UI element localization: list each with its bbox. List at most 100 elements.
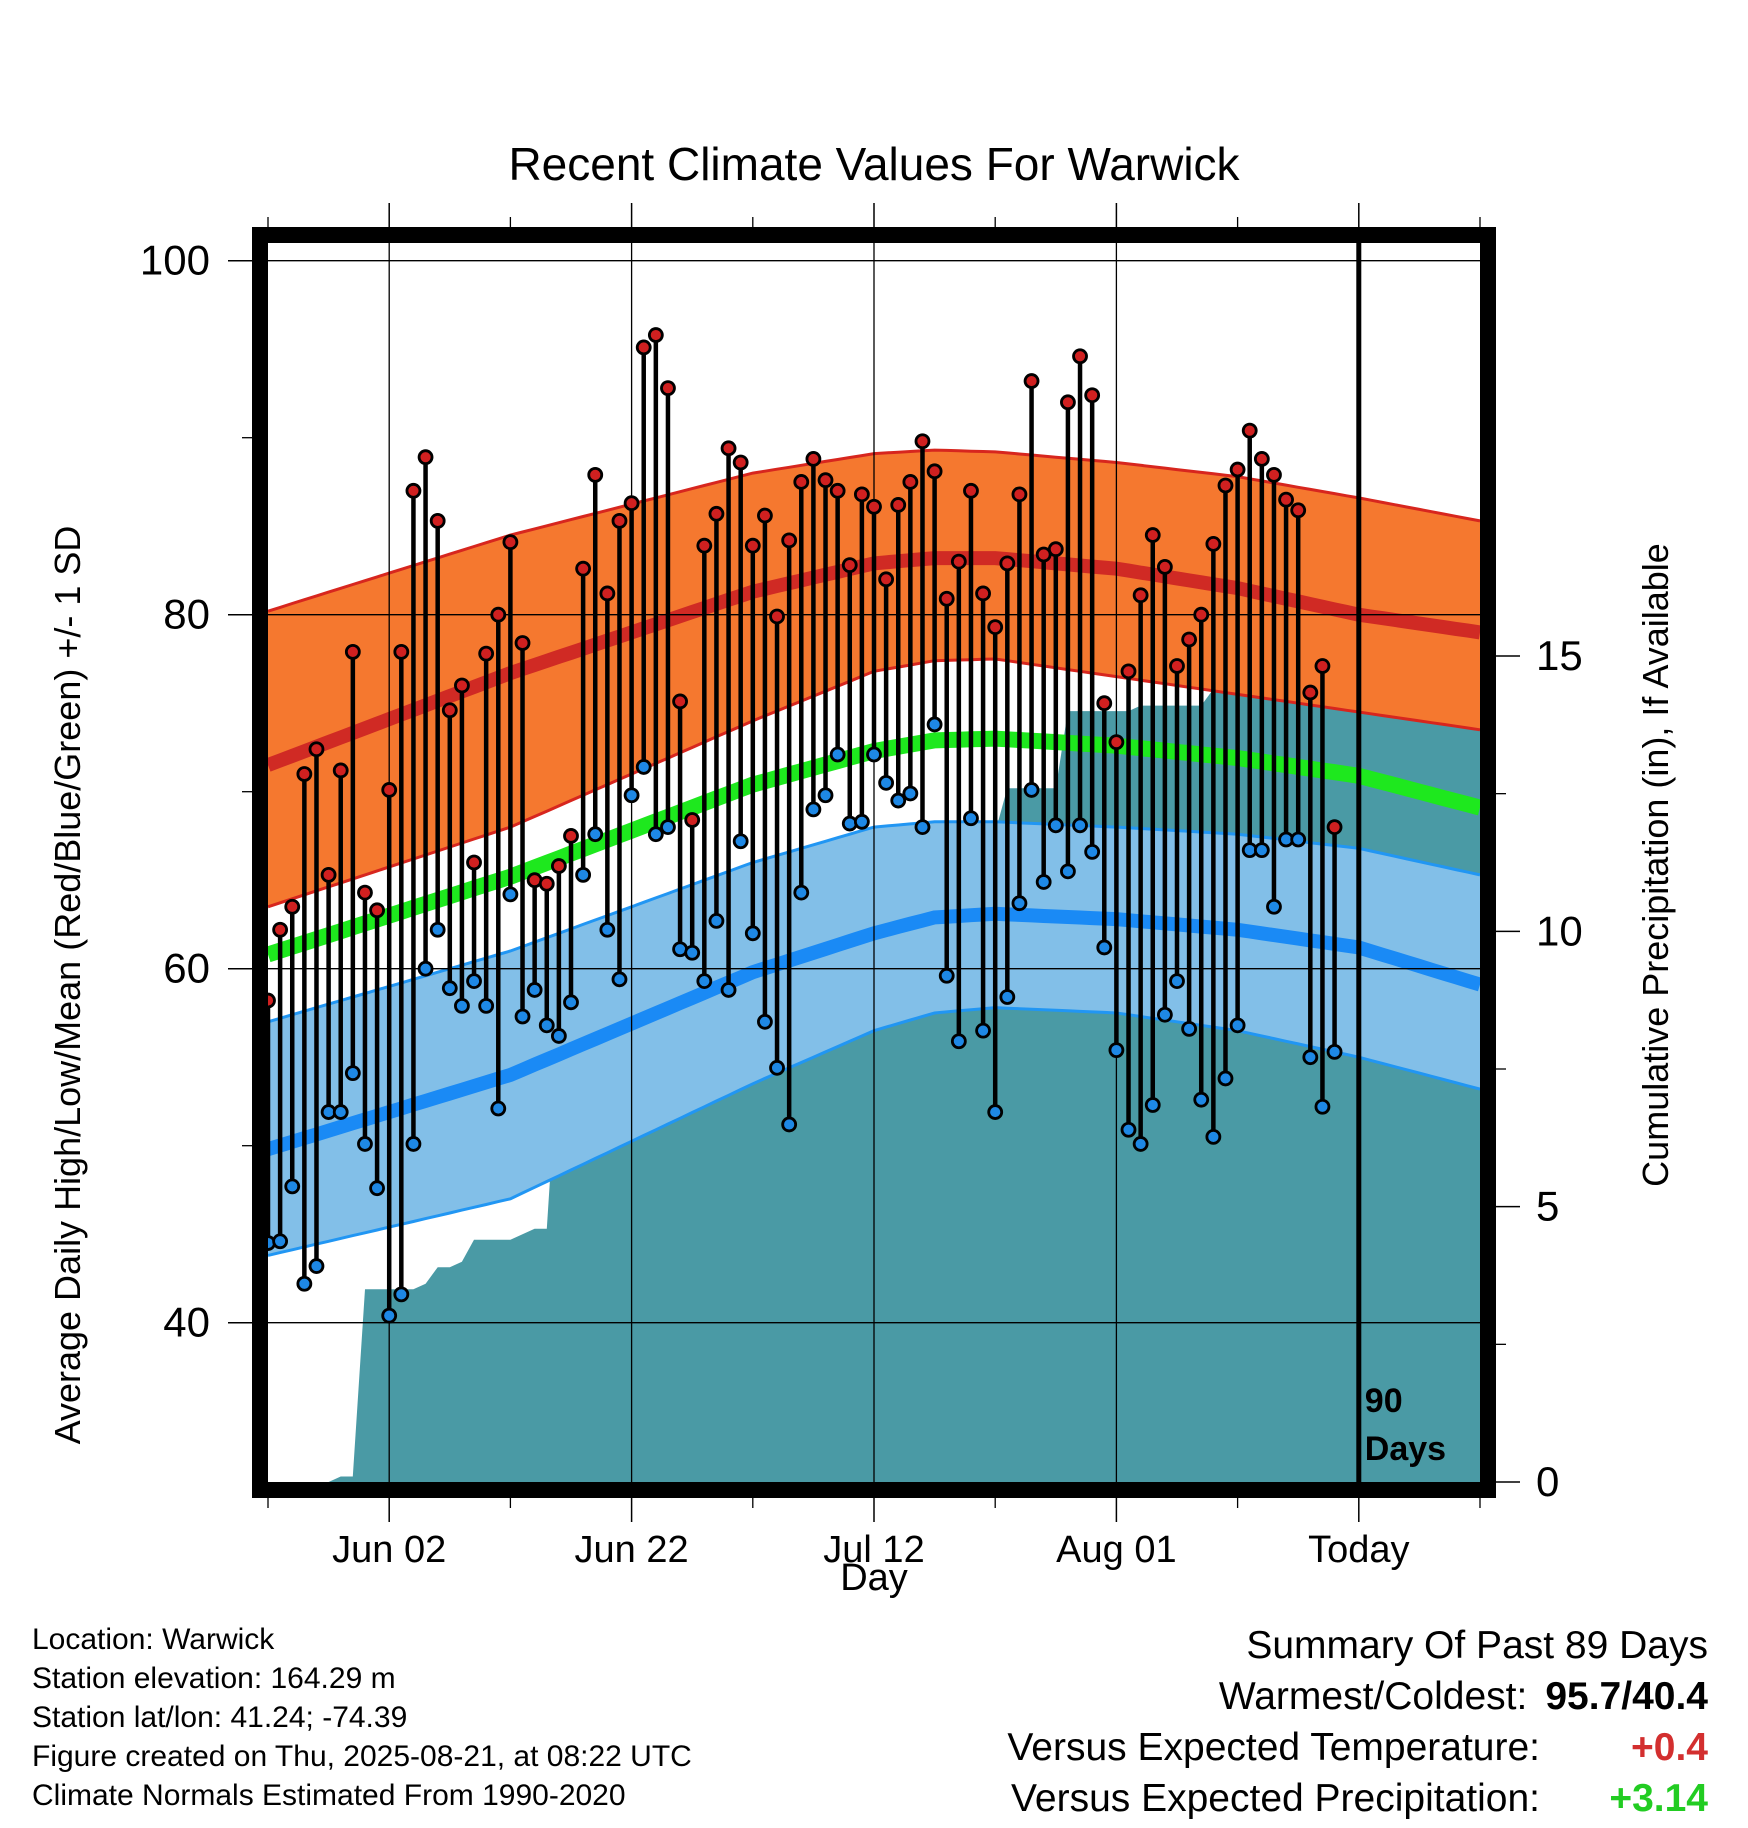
high-point xyxy=(1060,394,1076,411)
low-point xyxy=(1072,817,1088,834)
low-point xyxy=(732,833,749,850)
high-point xyxy=(587,466,604,483)
high-point xyxy=(829,482,846,499)
high-point xyxy=(890,497,907,513)
high-point xyxy=(1169,658,1185,674)
temp-label: Versus Expected Temperature: xyxy=(1007,1726,1540,1769)
x-tick-label: Jul 12 xyxy=(823,1529,924,1571)
y-tick-label: 60 xyxy=(163,945,210,992)
low-point xyxy=(878,774,895,791)
low-point xyxy=(1096,939,1113,956)
today-days-word: Days xyxy=(1365,1430,1446,1468)
low-point xyxy=(744,925,761,942)
low-point xyxy=(405,1136,422,1152)
x-tick-label: Jun 22 xyxy=(575,1529,689,1571)
high-point xyxy=(1108,734,1125,751)
low-point xyxy=(284,1178,301,1195)
low-point xyxy=(902,785,919,802)
high-point xyxy=(793,474,810,490)
high-point xyxy=(417,449,434,466)
high-point xyxy=(696,537,713,554)
high-point xyxy=(647,327,664,343)
high-point xyxy=(502,534,519,551)
low-point xyxy=(514,1008,531,1025)
high-point xyxy=(381,782,398,798)
high-point xyxy=(1253,451,1270,467)
low-point xyxy=(1193,1091,1210,1108)
high-point xyxy=(732,454,749,471)
low-point xyxy=(599,921,616,938)
climate-chart: Recent Climate Values For Warwick 90 Days… xyxy=(47,138,1676,1599)
high-point xyxy=(660,380,676,397)
low-point xyxy=(829,746,846,763)
created-text: Figure created on Thu, 2025-08-21, at 08… xyxy=(32,1740,692,1773)
high-point xyxy=(344,643,361,660)
low-point xyxy=(1035,874,1052,890)
high-point xyxy=(914,433,931,450)
high-point xyxy=(866,498,882,515)
high-point xyxy=(1096,695,1113,712)
high-point xyxy=(320,866,337,883)
low-point xyxy=(1011,895,1028,912)
high-point xyxy=(490,606,507,623)
high-point xyxy=(357,884,373,901)
low-point xyxy=(660,819,676,835)
low-point xyxy=(708,913,725,929)
low-point xyxy=(381,1307,398,1324)
x-tick-label: Today xyxy=(1308,1529,1409,1571)
low-point xyxy=(478,997,495,1014)
high-point xyxy=(720,440,737,457)
high-point xyxy=(1193,606,1210,623)
high-point xyxy=(454,677,470,694)
high-point xyxy=(538,875,555,892)
low-point xyxy=(575,866,592,883)
low-point xyxy=(538,1017,555,1034)
low-point xyxy=(1326,1043,1343,1060)
high-point xyxy=(393,643,410,660)
high-point xyxy=(987,619,1004,635)
low-point xyxy=(1266,898,1282,915)
low-point xyxy=(926,716,943,733)
low-point xyxy=(563,994,579,1011)
y-tick-label: 80 xyxy=(163,591,210,638)
high-point xyxy=(926,463,943,480)
high-point xyxy=(1217,477,1234,494)
low-point xyxy=(1217,1070,1234,1087)
high-point xyxy=(757,507,773,524)
high-point xyxy=(405,482,422,499)
y-axis-label: Average Daily High/Low/Mean (Red/Blue/Gr… xyxy=(47,526,88,1445)
precip-label: Versus Expected Precipitation: xyxy=(1011,1777,1540,1820)
high-point xyxy=(1084,387,1101,404)
daily-range-layer xyxy=(265,335,1337,1316)
low-point xyxy=(963,810,979,827)
high-point xyxy=(744,537,761,554)
high-point xyxy=(950,553,967,570)
low-point xyxy=(853,813,870,830)
low-point xyxy=(441,980,458,997)
low-point xyxy=(635,759,652,775)
high-point xyxy=(429,512,446,529)
low-point xyxy=(769,1059,785,1076)
high-point xyxy=(781,532,798,549)
warmest-label: Warmest/Coldest: xyxy=(1218,1675,1528,1718)
low-point xyxy=(950,1033,967,1050)
low-point xyxy=(1084,843,1101,860)
low-point xyxy=(757,1013,773,1030)
low-point xyxy=(1229,1017,1246,1034)
low-point xyxy=(1120,1121,1137,1138)
axes-layer: 40 60 80 100 0 5 10 15 Jun 02 Jun 22 Jul 12 Aug 01 T… xyxy=(140,203,1583,1571)
low-point xyxy=(357,1136,373,1152)
high-point xyxy=(1011,486,1028,503)
high-point xyxy=(853,486,870,503)
high-point xyxy=(1241,422,1258,439)
y2-tick-label: 0 xyxy=(1536,1458,1559,1505)
low-point xyxy=(975,1022,991,1039)
station-metadata: Location: Warwick Station elevation: 164… xyxy=(32,1620,692,1815)
daily-points-layer xyxy=(260,327,1343,1324)
high-point xyxy=(1229,461,1246,478)
high-point xyxy=(466,854,482,871)
high-point xyxy=(1266,466,1282,483)
y2-axis-label: Cumulative Precipitation (in), If Availa… xyxy=(1635,543,1676,1187)
high-sd-band xyxy=(268,450,1480,907)
low-point xyxy=(369,1180,385,1197)
